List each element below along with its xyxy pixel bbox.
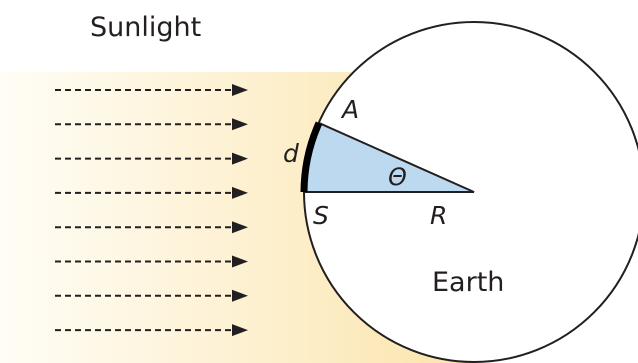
point-s-label: S bbox=[313, 201, 329, 230]
arc-d-label: d bbox=[283, 139, 299, 168]
sunlight-arrow-head bbox=[232, 324, 248, 337]
arc-d bbox=[300, 121, 323, 193]
point-a-label: A bbox=[340, 95, 359, 124]
sunlight-label: Sunlight bbox=[90, 12, 201, 43]
earth-label: Earth bbox=[432, 267, 504, 298]
sunlight-arrows bbox=[55, 84, 248, 337]
sunlight-arrow-head bbox=[232, 221, 248, 234]
angle-theta-label: Θ bbox=[388, 163, 407, 191]
sunlight-arrow-head bbox=[232, 255, 248, 268]
sunlight-arrow-head bbox=[232, 118, 248, 131]
sunlight-arrow-head bbox=[232, 84, 248, 96]
sunlight-arrow-head bbox=[232, 186, 248, 199]
sunlight-arrow-head bbox=[232, 289, 248, 302]
radius-r-label: R bbox=[430, 201, 447, 230]
sunlight-arrow-head bbox=[232, 152, 248, 165]
